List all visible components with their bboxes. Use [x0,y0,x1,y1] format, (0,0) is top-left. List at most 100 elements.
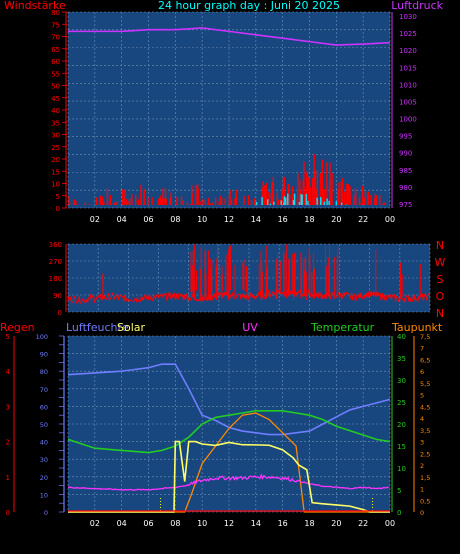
compass-label: N [436,239,444,252]
direction-tick-label: 0 [58,309,62,317]
chart-title: 24 hour graph day : Juni 20 2025 [158,0,340,12]
wind-tick-label: 35 [51,119,60,127]
uv-tick-label: 4 [420,415,424,423]
humidity-tick-label: 30 [40,456,48,464]
rain-tick-label: 3 [6,403,10,411]
humidity-tick-label: 70 [40,386,48,394]
wind-tick-label: 70 [51,34,60,42]
pressure-tick-label: 1000 [399,116,417,124]
wind-tick-label: 45 [51,95,60,103]
direction-tick-label: 90 [53,292,62,300]
pressure-tick-label: 975 [399,201,412,209]
temperature-tick-label: 40 [397,333,406,341]
temperature-tick-label: 0 [397,509,401,517]
compass-label: W [435,256,446,269]
temperature-tick-label: 25 [397,399,406,407]
wind-tick-label: 30 [51,132,60,140]
pressure-tick-label: 990 [399,150,412,158]
wind-x-tick-label: 14 [251,215,261,224]
uv-axis-title: UV [242,321,258,334]
uv-tick-label: 3,5 [420,427,430,435]
uv-tick-label: 6 [420,368,424,376]
uv-tick-label: 4,5 [420,403,430,411]
wind-x-tick-label: 12 [224,215,234,224]
wind-tick-label: 0 [56,205,60,213]
rain-tick-label: 5 [6,333,10,341]
uv-tick-label: 1,5 [420,474,430,482]
wind-tick-label: 20 [51,156,60,164]
uv-tick-label: 2 [420,462,424,470]
wind-tick-label: 60 [51,58,60,66]
humidity-line [67,363,391,436]
rain-axis-title: Regen [0,321,35,334]
pressure-tick-label: 1010 [399,81,417,89]
wind-axis-title: Windstärke [4,0,66,12]
wind-x-tick-label: 04 [117,215,127,224]
pressure-tick-label: 1015 [399,64,417,72]
uv-tick-label: 1 [420,486,424,494]
wind-x-tick-label: 06 [143,215,153,224]
wind-x-tick-label: 10 [197,215,207,224]
rain-tick-label: 0 [6,509,10,517]
humidity-tick-label: 10 [40,491,48,499]
pressure-tick-label: 1030 [399,13,417,21]
humidity-tick-label: 100 [36,333,48,341]
multi-x-tick-label: 08 [170,519,180,528]
humidity-tick-label: 20 [40,474,48,482]
wind-x-tick-label: 08 [170,215,180,224]
humidity-tick-label: 80 [40,368,48,376]
wind-tick-label: 40 [51,107,60,115]
humidity-axis-title: Luftfeuchte [66,321,129,334]
direction-tick-label: 270 [49,258,62,266]
pressure-tick-label: 985 [399,167,412,175]
wind-x-tick-label: 02 [90,215,100,224]
multi-x-tick-label: 18 [304,519,314,528]
uv-tick-label: 7 [420,345,424,353]
pressure-tick-label: 980 [399,184,412,192]
temperature-tick-label: 20 [397,421,406,429]
humidity-tick-label: 90 [40,351,48,359]
humidity-tick-label: 60 [40,403,48,411]
rain-tick-label: 2 [6,439,10,447]
humidity-tick-label: 0 [44,509,48,517]
uv-tick-label: 7,5 [420,333,430,341]
wind-tick-label: 10 [51,181,60,189]
direction-trace [67,288,430,305]
pressure-tick-label: 995 [399,133,412,141]
direction-tick-label: 180 [49,275,62,283]
rain-tick-label: 4 [6,368,11,376]
wind-tick-label: 65 [51,46,60,54]
uv-tick-label: 3 [420,439,424,447]
solar-axis-title: Solar [117,321,146,334]
uv-tick-label: 0,5 [420,497,430,505]
wind-tick-label: 75 [51,21,60,29]
wind-tick-label: 15 [51,168,60,176]
pressure-tick-label: 1005 [399,98,417,106]
temperature-tick-label: 10 [397,465,406,473]
pressure-axis-title: Luftdruck [391,0,443,12]
wind-x-tick-label: 20 [331,215,341,224]
wind-x-tick-label: 18 [304,215,314,224]
pressure-tick-label: 1020 [399,47,417,55]
multi-x-tick-label: 06 [143,519,153,528]
humidity-tick-label: 50 [40,421,48,429]
pressure-tick-label: 1025 [399,30,417,38]
wind-tick-label: 5 [56,193,60,201]
wind-x-tick-label: 22 [358,215,368,224]
temperature-axis-title: Temperatur [310,321,375,334]
dewpoint-axis-title: Taupunkt [391,321,443,334]
multi-x-tick-label: 16 [278,519,288,528]
multi-x-tick-label: 02 [90,519,100,528]
compass-label: O [436,290,445,303]
temperature-tick-label: 5 [397,487,401,495]
humidity-tick-label: 40 [40,439,48,447]
temperature-tick-label: 15 [397,443,406,451]
uv-line [67,473,389,491]
wind-x-tick-label: 00 [385,215,395,224]
multi-x-tick-label: 04 [117,519,127,528]
uv-tick-label: 6,5 [420,356,430,364]
temperature-tick-label: 35 [397,355,406,363]
direction-tick-label: 360 [49,241,62,249]
